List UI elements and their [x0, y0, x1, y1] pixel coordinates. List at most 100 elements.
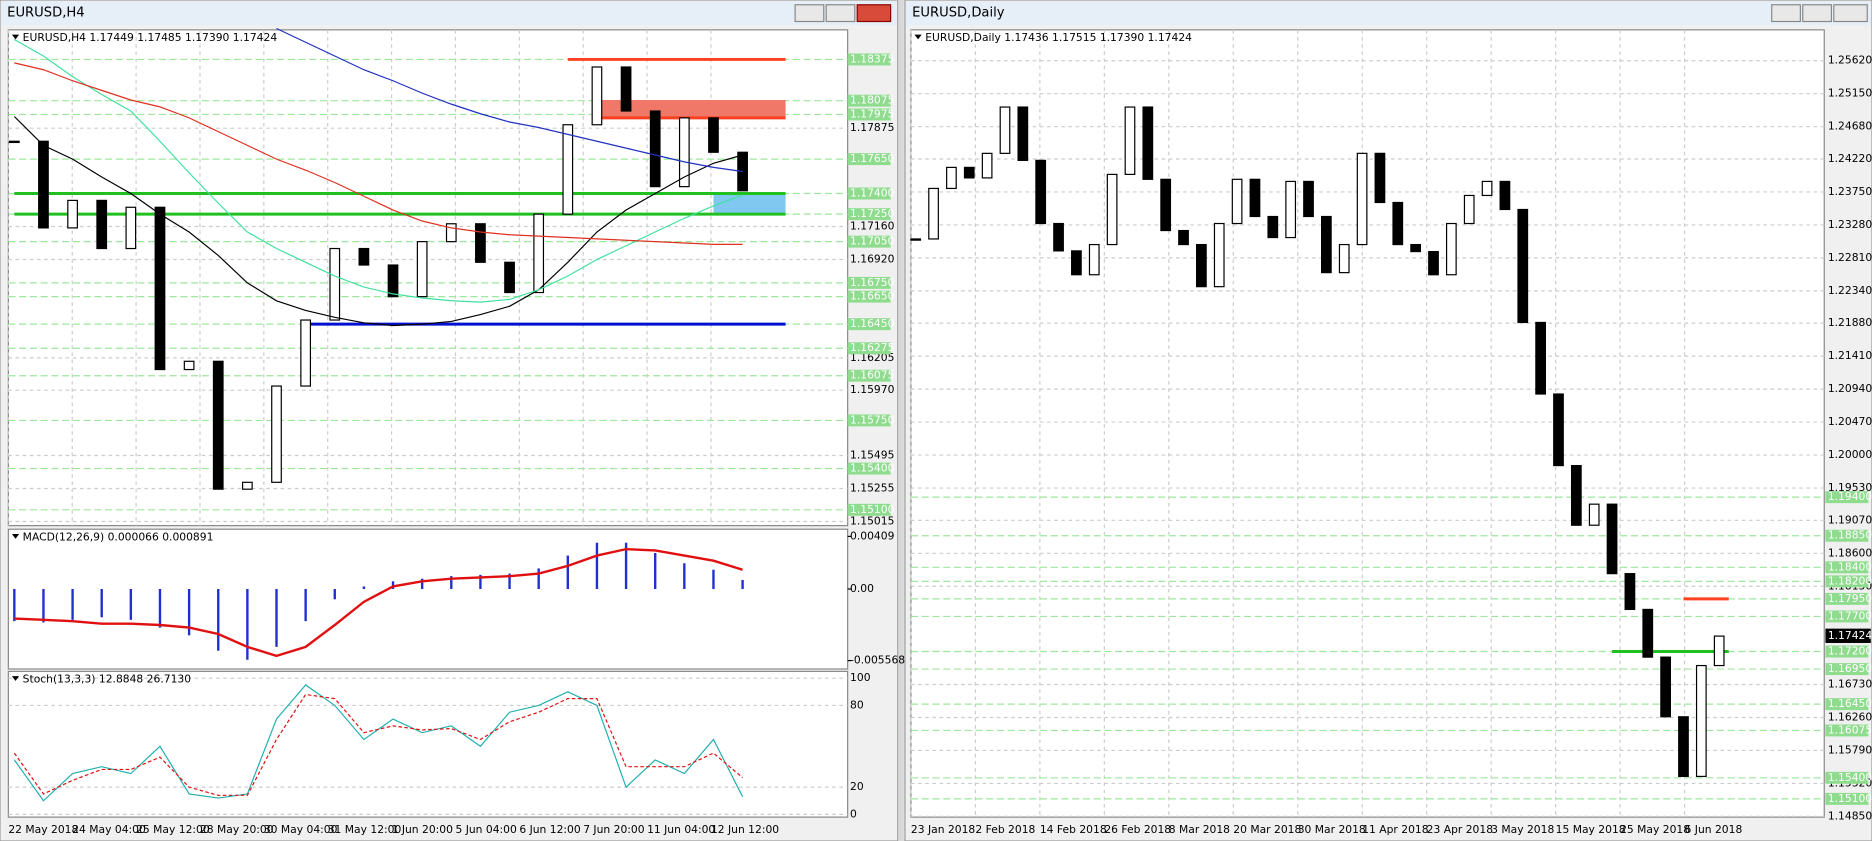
- splitter: [898, 0, 904, 841]
- level-label-bg: [847, 290, 891, 303]
- y-tick-label: -0.005568: [850, 654, 905, 667]
- indicator-line: [14, 547, 743, 658]
- level-label: 1.17050: [850, 235, 895, 248]
- title-bar: [906, 1, 1871, 26]
- candle: [910, 238, 922, 241]
- candle: [183, 360, 195, 371]
- x-tick-label: 31 May 12:00: [328, 823, 402, 836]
- candle: [1017, 106, 1029, 161]
- level-label: 1.16075: [1828, 723, 1872, 736]
- window-title: EURUSD,Daily: [912, 6, 1005, 21]
- candle: [1053, 222, 1064, 252]
- level-label: 1.16950: [1828, 662, 1872, 675]
- level-label-bg: [1825, 610, 1869, 623]
- level-label: 1.16450: [850, 317, 895, 330]
- level-label-bg: [847, 208, 891, 221]
- candle: [475, 223, 486, 263]
- last-price-box: [1825, 628, 1871, 643]
- pane-title: EURUSD,Daily 1.17436 1.17515 1.17390 1.1…: [925, 31, 1192, 44]
- candle: [504, 261, 515, 294]
- candle: [1463, 194, 1475, 225]
- x-tick-label: 11 Jun 04:00: [647, 823, 715, 836]
- level-label-bg: [847, 503, 891, 516]
- y-tick-label: 1.20470: [1828, 415, 1872, 428]
- candle: [1213, 222, 1225, 288]
- x-tick-label: 28 May 20:00: [200, 823, 274, 836]
- candle: [154, 206, 166, 371]
- candle: [1642, 608, 1654, 658]
- level-label: 1.16275: [850, 341, 894, 354]
- indicator-line: [14, 62, 743, 245]
- candle: [1499, 180, 1511, 211]
- candle: [1410, 243, 1422, 253]
- close-button[interactable]: [856, 4, 892, 23]
- x-tick-label: 15 May 2018: [1556, 823, 1626, 836]
- level-label-bg: [847, 342, 891, 355]
- candle: [1160, 178, 1172, 232]
- candle: [649, 110, 661, 188]
- candle: [1535, 321, 1547, 395]
- level-label-bg: [847, 462, 891, 475]
- candle: [1517, 208, 1529, 324]
- close-button[interactable]: [1833, 4, 1868, 23]
- candle: [1231, 178, 1243, 225]
- restore-button[interactable]: [1802, 4, 1833, 23]
- indicator-line: [13, 693, 743, 796]
- candle: [1428, 250, 1439, 276]
- level-label: 1.15400: [850, 462, 895, 475]
- y-tick-label: 1.21410: [1828, 349, 1872, 362]
- level-label-bg: [847, 369, 891, 382]
- y-tick-label: 1.16920: [850, 253, 895, 266]
- x-tick-label: 11 Apr 2018: [1362, 823, 1429, 836]
- zone: [596, 100, 786, 118]
- candle: [445, 223, 457, 243]
- candle: [963, 166, 975, 179]
- x-tick-label: 6 Jun 2018: [1685, 823, 1743, 836]
- candle: [1196, 243, 1207, 288]
- y-tick-label: 1.19070: [1828, 513, 1872, 526]
- restore-button[interactable]: [825, 4, 856, 23]
- candle: [946, 166, 957, 190]
- candle: [1178, 229, 1189, 246]
- x-tick-label: 7 Jun 20:00: [583, 823, 645, 836]
- candle: [1071, 250, 1082, 276]
- level-label-bg: [847, 53, 891, 66]
- pane-title: Stoch(13,3,3) 12.8848 26.7130: [23, 673, 192, 686]
- candle: [1713, 635, 1725, 667]
- x-tick-label: 26 Feb 2018: [1104, 823, 1171, 836]
- x-tick-label: 3 May 2018: [1491, 823, 1554, 836]
- y-tick-label: 0.00: [850, 582, 874, 595]
- candle: [67, 199, 78, 229]
- level-label-bg: [1825, 561, 1869, 574]
- window-buttons[interactable]: [794, 4, 1868, 23]
- level-label: 1.18375: [850, 52, 894, 65]
- chart-pane: [7, 670, 849, 818]
- chart-pane: [7, 528, 849, 670]
- y-tick-label: 1.25620: [1828, 54, 1872, 67]
- collapse-arrow: [11, 34, 20, 40]
- x-tick-label: 14 Feb 2018: [1040, 823, 1107, 836]
- candle: [562, 124, 574, 215]
- y-tick-label: 1.17875: [850, 121, 894, 134]
- x-tick-label: 5 Jun 04:00: [455, 823, 517, 836]
- minimize-button[interactable]: [1771, 4, 1801, 23]
- zone: [713, 193, 786, 215]
- y-tick-label: 1.17160: [850, 220, 895, 233]
- level-label: 1.18075: [850, 94, 894, 107]
- indicator-line: [276, 27, 743, 173]
- x-tick-label: 8 Mar 2018: [1169, 823, 1230, 836]
- window-title: EURUSD,H4: [7, 6, 84, 21]
- level-label-bg: [847, 187, 891, 200]
- x-tick-label: 12 Jun 12:00: [711, 823, 779, 836]
- candle: [1553, 393, 1564, 467]
- candle: [928, 187, 939, 240]
- last-price-label: 1.17424: [1828, 629, 1872, 642]
- minimize-button[interactable]: [794, 4, 825, 23]
- level-label-bg: [1825, 491, 1869, 504]
- x-tick-label: 20 Mar 2018: [1233, 823, 1301, 836]
- level-label-bg: [1825, 771, 1869, 784]
- y-tick-label: 1.15970: [850, 383, 895, 396]
- level-label-bg: [847, 318, 891, 331]
- candle: [1088, 243, 1100, 276]
